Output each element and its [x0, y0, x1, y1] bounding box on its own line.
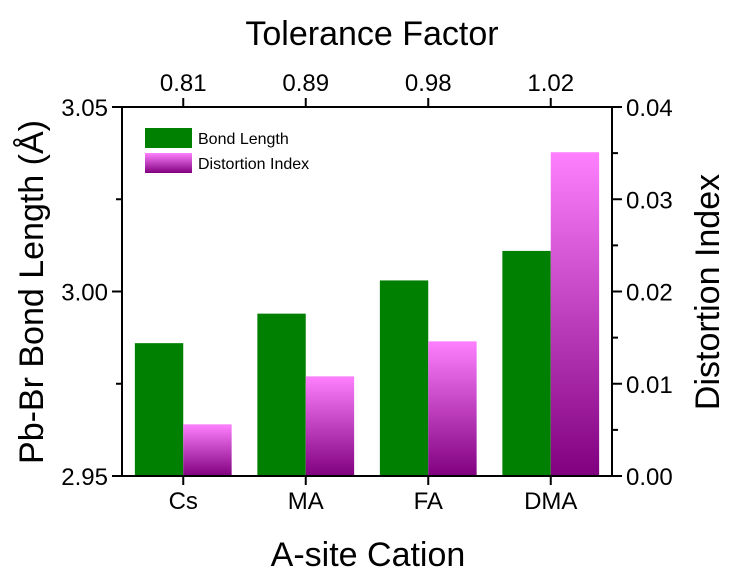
- legend-label-bond-length: Bond Length: [198, 131, 289, 148]
- legend: Bond Length Distortion Index: [145, 128, 309, 173]
- x-category-label: FA: [414, 488, 443, 515]
- y-right-tick-label: 0.04: [626, 95, 673, 122]
- tick-labels-group: 2.95 3.00 3.05 0.00 0.01 0.02 0.03 0.04 Cs 0.81 MA…: [61, 70, 672, 515]
- bar-bond-length-fa: [379, 280, 429, 476]
- x-top-tick-label: 0.81: [160, 70, 207, 97]
- legend-label-distortion-index: Distortion Index: [198, 156, 309, 173]
- x-top-tick-label: 0.98: [405, 70, 452, 97]
- legend-swatch-distortion-index: [145, 153, 192, 173]
- y-axis-title-right: Distortion Index: [689, 174, 727, 410]
- x-top-tick-label: 1.02: [527, 70, 574, 97]
- y-right-tick-label: 0.01: [626, 372, 673, 399]
- y-right-tick-label: 0.00: [626, 464, 673, 491]
- bar-bond-length-ma: [257, 313, 306, 476]
- ticks-group: [112, 98, 622, 485]
- bars-group: [134, 152, 600, 476]
- y-right-tick-label: 0.02: [626, 280, 673, 307]
- bar-distortion-index-dma: [550, 152, 600, 476]
- y-left-tick-label: 3.05: [61, 95, 108, 122]
- bar-distortion-index-ma: [305, 376, 355, 476]
- x-category-label: DMA: [524, 488, 577, 515]
- x-category-label: MA: [288, 488, 324, 515]
- x-axis-title: A-site Cation: [271, 536, 466, 574]
- legend-swatch-bond-length: [145, 128, 192, 148]
- bar-distortion-index-fa: [428, 341, 477, 476]
- bar-distortion-index-cs: [183, 424, 232, 476]
- bar-bond-length-dma: [502, 250, 551, 476]
- y-right-tick-label: 0.03: [626, 187, 673, 214]
- x-top-tick-label: 0.89: [282, 70, 329, 97]
- y-left-tick-label: 3.00: [61, 280, 108, 307]
- bar-bond-length-cs: [134, 343, 184, 476]
- y-axis-title-left: Pb-Br Bond Length (Å): [13, 120, 51, 464]
- x-category-label: Cs: [169, 488, 198, 515]
- y-left-tick-label: 2.95: [61, 464, 108, 491]
- top-axis-title: Tolerance Factor: [245, 15, 498, 53]
